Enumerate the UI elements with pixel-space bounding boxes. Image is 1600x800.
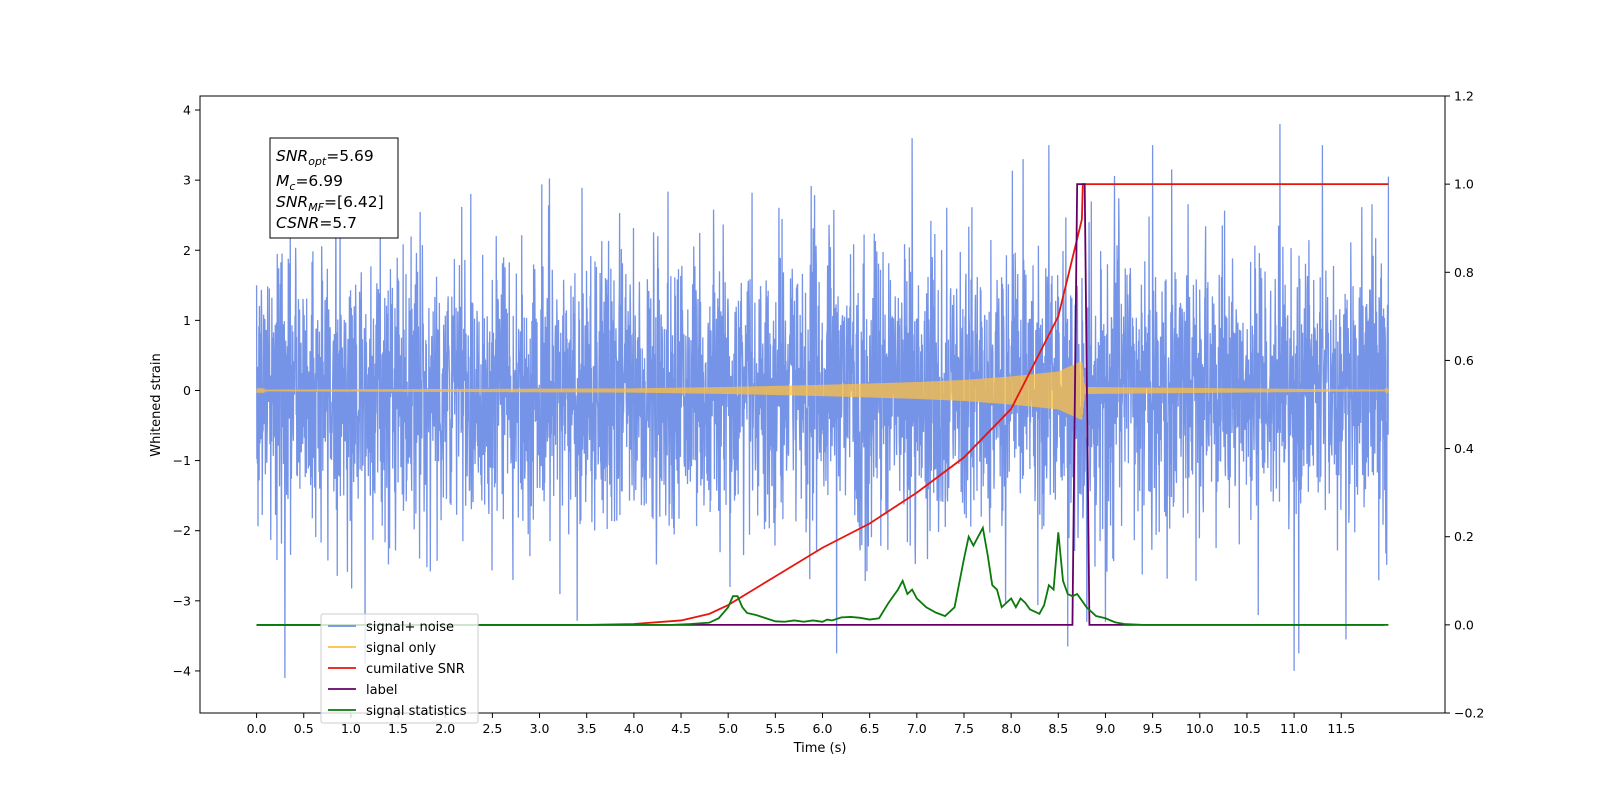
x-tick-label: 11.0 [1280,721,1308,736]
y-tick-label: 1 [183,313,191,328]
legend-label-label: label [366,683,397,698]
x-tick-label: 9.0 [1096,721,1116,736]
y-tick-label: 3 [183,173,191,188]
x-tick-label: 5.5 [765,721,785,736]
x-tick-label: 8.0 [1001,721,1021,736]
x-tick-label: 2.5 [482,721,502,736]
info-snr-opt: SNRopt=5.69 [276,147,374,168]
x-tick-label: 10.5 [1233,721,1261,736]
y-tick-label: 4 [183,103,191,118]
x-tick-label: 8.5 [1048,721,1068,736]
info-csnr: CSNR=5.7 [276,214,357,232]
series-signal-only [256,361,1389,420]
legend-label-signal-noise: signal+ noise [366,620,454,635]
series-cumulative-snr [256,183,1389,626]
legend-label-signal-statistics: signal statistics [366,704,467,719]
info-box: SNRopt=5.69 Mc=6.99 SNRMF=[6.42] CSNR=5.… [269,137,399,239]
y2-tick-label: 0.4 [1454,441,1474,456]
x-tick-label: 9.5 [1143,721,1163,736]
y2-tick-label: 0.8 [1454,265,1474,280]
x-tick-label: 0.0 [247,721,267,736]
x-tick-label: 11.5 [1327,721,1355,736]
x-tick-label: 3.5 [577,721,597,736]
y-tick-label: 0 [183,383,191,398]
x-tick-label: 6.5 [860,721,880,736]
x-tick-label: 1.5 [388,721,408,736]
legend: signal+ noise signal only cumilative SNR… [320,613,479,724]
x-tick-label: 3.0 [530,721,550,736]
y2-tick-label: 1.0 [1454,177,1474,192]
y-tick-label: −3 [173,593,191,608]
info-chirp-mass: Mc=6.99 [276,172,343,193]
y-tick-label: −1 [173,453,191,468]
x-tick-label: 7.5 [954,721,974,736]
y2-tick-label: −0.2 [1454,706,1484,721]
series-signal-statistics [256,525,1389,626]
y2-tick-label: 0.6 [1454,353,1474,368]
x-tick-label: 6.0 [813,721,833,736]
x-tick-label: 10.0 [1186,721,1214,736]
series-signal-noise [255,124,1390,678]
x-tick-label: 7.0 [907,721,927,736]
x-tick-label: 0.5 [294,721,314,736]
y-tick-label: 2 [183,243,191,258]
legend-label-signal-only: signal only [366,641,436,656]
legend-label-cumulative-snr: cumilative SNR [366,662,465,677]
x-tick-label: 2.0 [435,721,455,736]
y-tick-label: −4 [173,663,191,678]
x-tick-label: 1.0 [341,721,361,736]
y-axis-label: Whitened strain [149,353,164,456]
x-tick-label: 5.0 [718,721,738,736]
x-axis-label: Time (s) [793,741,847,756]
info-snr-mf: SNRMF=[6.42] [276,193,384,214]
x-tick-label: 4.5 [671,721,691,736]
y2-tick-label: 0.0 [1454,617,1474,632]
x-tick-label: 4.0 [624,721,644,736]
y-tick-label: −2 [173,523,191,538]
y2-tick-label: 1.2 [1454,89,1474,104]
y2-tick-label: 0.2 [1454,529,1474,544]
